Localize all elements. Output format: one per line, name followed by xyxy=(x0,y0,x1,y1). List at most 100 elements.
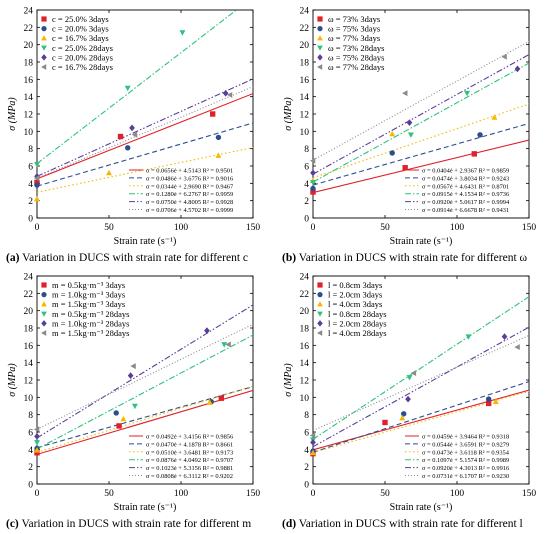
y-tick-label-a: 14 xyxy=(24,93,34,103)
legend-marker-a-2 xyxy=(41,35,47,41)
fit-legend-label-b-0: σ = 0.0404ė + 2.9367 R² = 0.9859 xyxy=(422,168,509,175)
data-point-c-1 xyxy=(113,410,119,416)
y-axis-label-a: σ (MPa) xyxy=(7,97,18,131)
data-point-a-1 xyxy=(125,145,131,151)
data-point-d-5 xyxy=(309,432,316,439)
data-point-d-3 xyxy=(465,334,472,340)
fit-legend-label-d-3: σ = 0.1097ė + 5.1574 R² = 0.9989 xyxy=(422,457,509,464)
legend-marker-c-0 xyxy=(41,282,47,288)
fit-line-d-0 xyxy=(313,389,529,451)
y-tick-label-d: 24 xyxy=(300,273,310,283)
y-tick-label-c: 10 xyxy=(24,394,34,404)
caption-b: (b) Variation in DUCS with strain rate f… xyxy=(282,252,527,264)
data-point-a-3 xyxy=(124,85,131,92)
y-tick-label-d: 10 xyxy=(300,394,310,404)
legend-label-d-0: l = 0.8cm 3days xyxy=(328,280,382,290)
fit-legend-label-c-2: σ = 0.0510ė + 3.6481 R² = 0.9173 xyxy=(146,449,233,456)
x-axis-label-d: Strain rate (s⁻¹) xyxy=(390,502,453,513)
legend-marker-a-4 xyxy=(41,54,47,61)
fit-legend-label-c-3: σ = 0.0876ė + 4.0492 R² = 0.9707 xyxy=(146,457,234,464)
fit-line-b-5 xyxy=(313,40,529,161)
x-axis-label-c: Strain rate (s⁻¹) xyxy=(114,502,177,513)
data-point-a-1 xyxy=(34,182,40,188)
x-axis-label-b: Strain rate (s⁻¹) xyxy=(390,236,453,247)
legend-marker-d-4 xyxy=(317,320,323,327)
data-point-c-4 xyxy=(34,432,40,440)
legend-label-a-3: c = 25.0% 28days xyxy=(52,43,113,53)
data-point-b-4 xyxy=(514,65,521,73)
legend-marker-b-4 xyxy=(317,54,323,61)
y-tick-label-c: 24 xyxy=(24,273,34,283)
data-point-d-1 xyxy=(401,411,407,417)
legend-marker-d-3 xyxy=(317,311,323,317)
y-tick-label-a: 4 xyxy=(28,180,33,190)
y-tick-label-d: 16 xyxy=(300,342,310,352)
data-point-c-2 xyxy=(34,447,40,453)
fit-legend-label-a-1: σ = 0.0486ė + 3.6776 R² = 0.9016 xyxy=(146,175,233,182)
y-tick-label-d: 0 xyxy=(304,481,309,491)
x-tick-label-b: 150 xyxy=(522,223,537,233)
data-point-c-0 xyxy=(218,395,225,401)
data-point-b-0 xyxy=(402,165,408,171)
legend-marker-b-0 xyxy=(317,16,323,22)
fit-line-c-3 xyxy=(37,334,253,450)
data-point-b-5 xyxy=(402,90,408,97)
data-point-a-0 xyxy=(209,111,216,117)
fit-legend-label-b-1: σ = 0.0474ė + 3.8034 R² = 0.9243 xyxy=(422,175,509,182)
data-point-a-0 xyxy=(117,133,124,140)
data-point-a-5 xyxy=(131,131,138,138)
fit-lines-c xyxy=(37,304,253,455)
y-tick-label-d: 20 xyxy=(300,307,310,317)
fit-legend-label-b-2: σ = 0.0567ė + 4.6431 R² = 0.8701 xyxy=(422,183,509,190)
x-tick-label-d: 150 xyxy=(522,489,537,499)
y-tick-label-b: 18 xyxy=(300,59,310,69)
data-point-b-1 xyxy=(310,185,316,192)
legend-label-d-5: l = 4.0cm 28days xyxy=(328,328,387,338)
data-point-d-5 xyxy=(514,344,520,351)
legend-marker-b-1 xyxy=(317,26,323,32)
x-tick-label-a: 150 xyxy=(246,223,261,233)
legend-label-c-3: m = 0.5kg·m⁻³ 28days xyxy=(52,309,129,319)
data-point-d-4 xyxy=(405,395,411,403)
y-tick-label-a: 20 xyxy=(24,41,34,51)
legend-label-d-3: l = 0.8cm 28days xyxy=(328,309,387,319)
fit-lines-a xyxy=(37,10,253,193)
y-tick-label-c: 12 xyxy=(24,377,34,387)
legend-label-d-2: l = 4.0cm 3days xyxy=(328,299,382,309)
fit-legend-label-c-5: σ = 0.0808ė + 6.3112 R² = 0.9202 xyxy=(146,473,233,480)
legend-label-d-4: l = 2.0cm 28days xyxy=(328,318,387,328)
data-point-c-0 xyxy=(34,450,40,456)
y-tick-label-b: 10 xyxy=(300,128,310,138)
fit-line-b-4 xyxy=(313,54,529,175)
data-point-b-2 xyxy=(389,130,396,137)
y-tick-label-a: 24 xyxy=(24,7,34,17)
y-axis-label-b: σ (MPa) xyxy=(283,97,294,131)
fit-legend-label-a-5: σ = 0.0706ė + 4.5702 R² = 0.9999 xyxy=(146,207,233,214)
fit-legend-label-b-4: σ = 0.0920ė + 5.0617 R² = 0.9994 xyxy=(422,199,510,206)
y-tick-label-d: 18 xyxy=(300,325,310,335)
x-tick-label-d: 0 xyxy=(311,489,316,499)
fit-legend-label-c-1: σ = 0.0470ė + 4.1878 R² = 0.8661 xyxy=(146,441,233,448)
x-tick-label-b: 50 xyxy=(380,223,390,233)
y-tick-label-b: 20 xyxy=(300,41,310,51)
data-point-b-3 xyxy=(407,132,414,138)
caption-a: (a) Variation in DUCS with strain rate f… xyxy=(6,252,248,264)
data-point-b-1 xyxy=(389,150,395,156)
legend-label-b-3: ω = 73% 28days xyxy=(328,43,384,53)
fit-legend-label-a-4: σ = 0.0750ė + 4.8005 R² = 0.9928 xyxy=(146,199,233,206)
legend-marker-b-3 xyxy=(317,45,323,51)
fit-legend-label-d-0: σ = 0.0459ė + 3.9464 R² = 0.9318 xyxy=(422,434,509,441)
data-point-d-2 xyxy=(492,398,499,404)
y-tick-label-d: 22 xyxy=(300,290,310,300)
fit-line-a-3 xyxy=(37,10,238,165)
fit-legend-label-a-3: σ = 0.1280ė + 6.2767 R² = 0.9959 xyxy=(146,191,233,198)
legend-label-b-5: ω = 77% 28days xyxy=(328,62,384,72)
legend-label-a-2: c = 16.7% 3days xyxy=(52,33,109,43)
y-tick-label-d: 14 xyxy=(300,359,310,369)
fit-line-d-5 xyxy=(313,334,529,432)
y-tick-label-a: 22 xyxy=(24,24,34,34)
fit-line-c-0 xyxy=(37,389,253,455)
data-point-b-3 xyxy=(310,180,316,186)
data-point-b-2 xyxy=(491,114,498,120)
